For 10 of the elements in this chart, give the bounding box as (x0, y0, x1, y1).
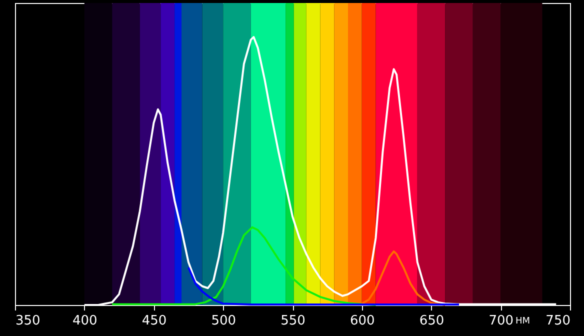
x-tick-label: 700 (488, 314, 514, 328)
x-axis-title: НМ (516, 316, 530, 326)
x-tick-label: 400 (72, 314, 98, 328)
x-tick-label: 600 (350, 314, 375, 328)
x-tick-label: 450 (142, 314, 167, 328)
x-tick-label: 550 (280, 314, 306, 328)
x-tick-label: 750 (546, 314, 570, 328)
x-tick-label: 350 (16, 314, 40, 328)
x-tick-label: 500 (211, 314, 236, 328)
x-tick-label: 650 (419, 314, 444, 328)
